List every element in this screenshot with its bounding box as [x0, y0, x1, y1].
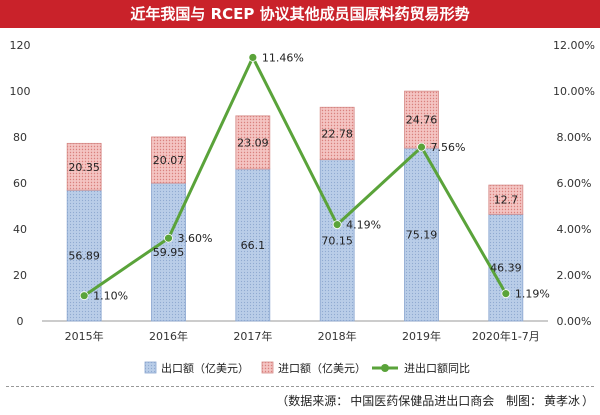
import-value-label: 20.35 [68, 161, 100, 174]
growth-point [501, 289, 511, 299]
source-org: 中国医药保健品进出口商会 [350, 394, 495, 408]
x-tick-label: 2015年 [65, 329, 104, 343]
x-tick-label: 2019年 [402, 329, 441, 343]
bar-export [404, 147, 439, 322]
export-value-label: 46.39 [490, 262, 522, 275]
bar-import [488, 184, 524, 215]
y-left-tick-label: 80 [13, 131, 27, 144]
data-labels: 56.89 20.35 59.95 20.07 66.1 23.09 70.15 22.78 7… [68, 51, 549, 302]
y-left-tick-label: 100 [10, 85, 31, 98]
growth-line-path [83, 55, 508, 297]
y-left-tick-label: 20 [13, 269, 27, 282]
legend-line-marker [381, 364, 389, 372]
chart-title: 近年我国与 RCEP 协议其他成员国原料药贸易形势 [0, 0, 600, 28]
growth-line [79, 53, 511, 301]
import-value-label: 20.07 [153, 154, 185, 167]
growth-value-label: 4.19% [346, 219, 381, 232]
x-tick-label: 2016年 [149, 329, 188, 343]
legend-label: 进出口额同比 [404, 361, 470, 375]
y-left-tick-label: 120 [10, 39, 31, 52]
axes: 0 20 40 60 80 100 120 0.00% 2.00% 4.00% 6.00% 8.00%… [10, 39, 595, 343]
legend-label: 进口额（亿美元） [278, 362, 366, 375]
growth-value-label: 3.60% [178, 232, 213, 245]
bars [66, 90, 524, 322]
growth-point [79, 291, 89, 301]
legend: 出口额（亿美元） 进口额（亿美元） 进出口额同比 [144, 361, 470, 375]
x-tick-label: 2020年1-7月 [472, 329, 540, 343]
bar-export [235, 168, 271, 322]
source-close: ） [581, 394, 594, 408]
import-value-label: 12.7 [494, 194, 519, 207]
y-right-tick-label: 0.00% [557, 315, 592, 328]
growth-value-label: 11.46% [262, 51, 304, 64]
growth-value-label: 1.19% [515, 288, 550, 301]
export-value-label: 66.1 [241, 239, 266, 252]
growth-point [164, 233, 173, 243]
y-right-tick-label: 10.00% [553, 85, 595, 98]
legend-label: 出口额（亿美元） [161, 361, 249, 375]
bar-import [66, 142, 102, 191]
legend-swatch [261, 361, 274, 374]
bar-export [319, 159, 355, 322]
bar-import [319, 106, 355, 161]
export-value-label: 75.19 [406, 229, 438, 242]
x-tick-label: 2018年 [318, 329, 357, 343]
source-open: （数据来源： [276, 394, 349, 408]
import-value-label: 24.76 [406, 114, 438, 127]
chart-area: 0 20 40 60 80 100 120 0.00% 2.00% 4.00% 6.00% 8.00%… [10, 39, 595, 375]
y-right-tick-label: 12.00% [553, 39, 595, 52]
credit-name: 黄孝冰 [543, 394, 580, 408]
bar-import [404, 90, 439, 149]
bar-import [235, 115, 271, 170]
bar-export [488, 213, 524, 322]
export-value-label: 56.89 [68, 250, 100, 263]
y-right-tick-label: 8.00% [557, 131, 592, 144]
source-close-spacer [496, 394, 504, 408]
y-left-tick-label: 40 [13, 223, 27, 236]
growth-value-label: 7.56% [431, 141, 466, 154]
bar-export [151, 182, 186, 322]
growth-point [332, 220, 342, 230]
bar-import [151, 136, 186, 184]
export-value-label: 70.15 [321, 234, 353, 247]
y-right-tick-label: 2.00% [557, 269, 592, 282]
y-left-tick-label: 60 [13, 177, 27, 190]
growth-point [417, 142, 426, 152]
growth-point [248, 53, 258, 62]
footer-divider [6, 386, 594, 387]
source-note: （数据来源： 中国医药保健品进出口商会 制图： 黄孝冰） [0, 392, 594, 409]
y-left-tick-label: 0 [17, 315, 24, 328]
export-value-label: 59.95 [153, 246, 185, 259]
y-right-tick-label: 4.00% [557, 223, 592, 236]
credit-label: 制图： [505, 394, 542, 408]
import-value-label: 22.78 [321, 127, 353, 140]
import-value-label: 23.09 [237, 136, 269, 149]
growth-value-label: 1.10% [93, 290, 128, 303]
x-tick-label: 2017年 [233, 329, 272, 343]
legend-swatch [144, 361, 157, 374]
y-right-tick-label: 6.00% [557, 177, 592, 190]
